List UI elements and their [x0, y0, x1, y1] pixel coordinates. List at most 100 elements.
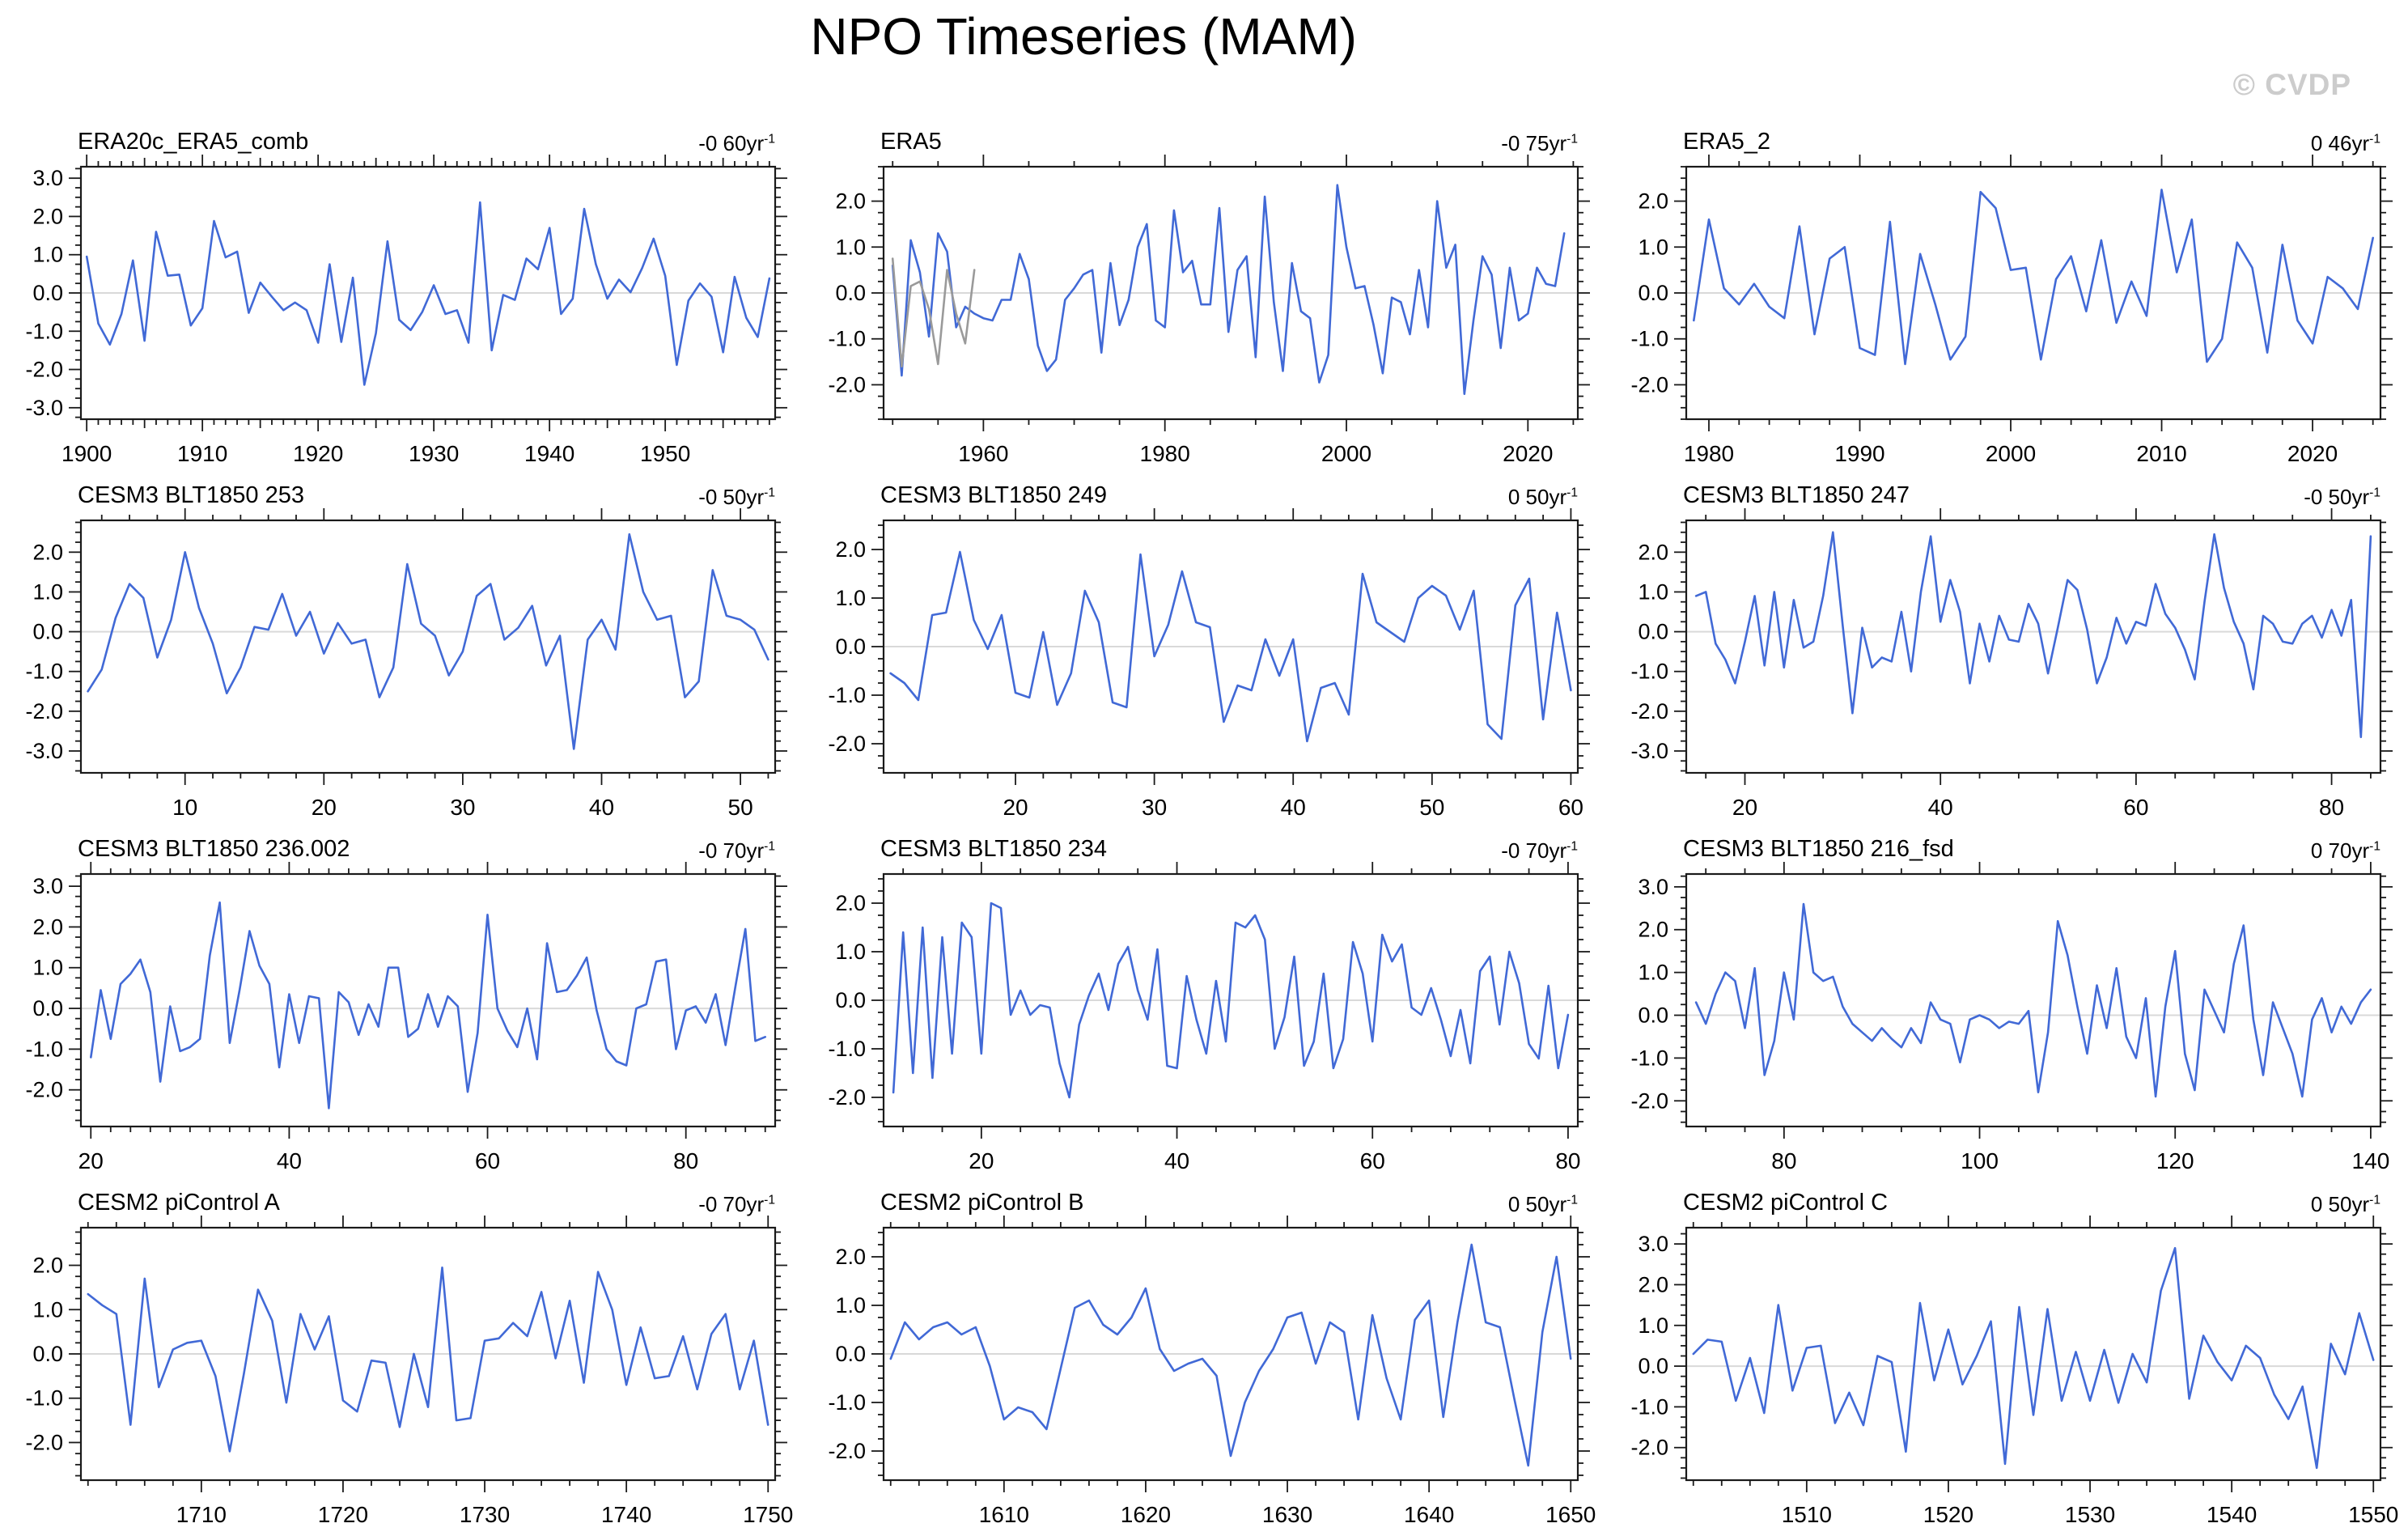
y-tick-label: -2.0 [1630, 699, 1668, 723]
panel-era5: ERA5 -0 75yr-1 1960 1980 2000 2020 -2.0 -1.0 0… [803, 121, 1605, 475]
x-tick-label: 80 [2319, 795, 2344, 820]
y-tick-label: 2.0 [835, 891, 866, 915]
y-tick-label: 1.0 [32, 1297, 63, 1322]
panel-header: CESM3 BLT1850 247 -0 50yr-1 [1605, 475, 2408, 509]
x-tick-label: 2000 [1986, 441, 2036, 466]
panel-header: ERA5 -0 75yr-1 [803, 121, 1605, 155]
y-tick-label: 3.0 [1638, 1232, 1668, 1256]
page-title: NPO Timeseries (MAM) [810, 7, 1357, 66]
x-tick-label: 1730 [460, 1502, 510, 1527]
timeseries-plot: 20 40 60 80 -2.0 -1.0 0.0 1.0 2.0 3.0 [25, 862, 787, 1173]
x-tick-label: 1520 [1923, 1502, 1973, 1527]
y-tick-label: 1.0 [1638, 961, 1668, 985]
series-line [87, 1267, 769, 1453]
panel-title: ERA5 [880, 129, 942, 155]
panel-header: CESM3 BLT1850 216_fsd 0 70yr-1 [1605, 829, 2408, 863]
y-tick-label: -1.0 [1630, 660, 1668, 684]
timeseries-plot: 1960 1980 2000 2020 -2.0 -1.0 0.0 1.0 2.0 [828, 155, 1590, 466]
plot-frame [79, 519, 777, 774]
y-tick-label: -1.0 [25, 660, 63, 684]
x-tick-label: 1610 [979, 1502, 1029, 1527]
timeseries-plot: 1980 1990 2000 2010 2020 -2.0 -1.0 0.0 1.0 2.0 [1630, 155, 2393, 466]
x-tick-label: 40 [1281, 795, 1306, 820]
y-tick-label: 3.0 [32, 166, 63, 190]
plot-frame [1685, 519, 2382, 774]
y-tick-label: 1.0 [32, 956, 63, 980]
x-tick-label: 1900 [61, 441, 112, 466]
series-line [891, 184, 1566, 396]
panel-title: CESM3 BLT1850 247 [1683, 482, 1910, 508]
y-tick-label: 0.0 [835, 281, 866, 305]
y-tick-label: -2.0 [25, 358, 63, 382]
panel-era5-2: ERA5_2 0 46yr-1 1980 1990 2000 2010 2020 -2.0… [1605, 121, 2408, 475]
timeseries-plot: 80 100 120 140 -2.0 -1.0 0.0 1.0 2.0 3.0 [1630, 862, 2393, 1173]
panel-header: ERA5_2 0 46yr-1 [1605, 121, 2408, 155]
y-tick-label: 0.0 [1638, 1003, 1668, 1028]
panel-header: CESM3 BLT1850 234 -0 70yr-1 [803, 829, 1605, 862]
y-tick-label: -3.0 [25, 739, 63, 763]
trend-annotation: -0 50yr-1 [2304, 485, 2380, 509]
y-tick-label: -2.0 [25, 1430, 63, 1454]
panel-title: CESM2 piControl C [1683, 1190, 1889, 1216]
x-tick-label: 1710 [176, 1502, 227, 1527]
x-tick-label: 20 [1732, 795, 1757, 820]
x-tick-label: 80 [1771, 1148, 1796, 1173]
panel-title: ERA20c_ERA5_comb [78, 129, 309, 155]
x-tick-label: 140 [2352, 1148, 2390, 1173]
panel-title: CESM3 BLT1850 249 [880, 482, 1107, 508]
x-tick-label: 1980 [1140, 441, 1190, 466]
x-tick-label: 1550 [2348, 1502, 2398, 1527]
y-tick-label: 2.0 [1638, 1272, 1668, 1296]
panel-cesm2-picontrol-b: CESM2 piControl B 0 50yr-1 1610 1620 1630 1… [803, 1182, 1605, 1536]
trend-annotation: -0 70yr-1 [698, 1192, 775, 1216]
x-tick-label: 2020 [2287, 441, 2338, 466]
panel-title: CESM3 BLT1850 216_fsd [1683, 836, 1954, 862]
y-tick-label: 2.0 [32, 914, 63, 939]
y-tick-label: -2.0 [1630, 1088, 1668, 1113]
trend-annotation: -0 60yr-1 [698, 131, 775, 155]
y-tick-label: 1.0 [835, 586, 866, 610]
x-tick-label: 20 [312, 795, 337, 820]
x-tick-label: 40 [1164, 1148, 1189, 1173]
panel-header: ERA20c_ERA5_comb -0 60yr-1 [0, 121, 803, 155]
y-tick-label: 2.0 [1638, 918, 1668, 942]
x-tick-label: 60 [2123, 795, 2148, 820]
panel-cesm3-blt1850-236-002: CESM3 BLT1850 236.002 -0 70yr-1 20 40 60 80… [0, 829, 803, 1182]
panel-cesm2-picontrol-c: CESM2 piControl C 0 50yr-1 1510 1520 1530 1… [1605, 1182, 2408, 1536]
x-tick-label: 1960 [958, 441, 1008, 466]
timeseries-plot: 1710 1720 1730 1740 1750 -2.0 -1.0 0.0 1.0 2.0 [25, 1216, 793, 1527]
y-tick-label: 2.0 [32, 1254, 63, 1278]
y-tick-label: 0.0 [835, 988, 866, 1012]
trend-annotation: 0 70yr-1 [2310, 838, 2380, 863]
y-tick-label: 0.0 [32, 996, 63, 1020]
timeseries-plot: 1900 1910 1920 1930 1940 1950 -3.0 -2.0 -1.0 0.0 1… [25, 155, 787, 466]
y-tick-label: 1.0 [1638, 579, 1668, 604]
y-tick-label: 2.0 [32, 540, 63, 564]
series-line [889, 550, 1572, 743]
timeseries-plot: 20 30 40 50 60 -2.0 -1.0 0.0 1.0 2.0 [828, 508, 1590, 820]
timeseries-plot: 20 40 60 80 -3.0 -2.0 -1.0 0.0 1.0 2.0 [1630, 508, 2393, 820]
x-tick-label: 10 [172, 795, 197, 820]
x-tick-label: 40 [1928, 795, 1953, 820]
series-line [85, 201, 771, 386]
y-tick-label: 1.0 [835, 235, 866, 259]
x-tick-label: 1620 [1121, 1502, 1171, 1527]
x-tick-label: 20 [1003, 795, 1028, 820]
timeseries-plot: 1510 1520 1530 1540 1550 -2.0 -1.0 0.0 1.0 2.0 3.0 [1630, 1216, 2398, 1527]
y-tick-label: 1.0 [1638, 1313, 1668, 1338]
y-tick-label: -2.0 [25, 1078, 63, 1102]
y-tick-label: 2.0 [1638, 540, 1668, 564]
y-tick-label: 0.0 [32, 1342, 63, 1366]
x-tick-label: 50 [728, 795, 753, 820]
y-tick-label: -1.0 [828, 1390, 866, 1415]
x-tick-label: 2000 [1321, 441, 1371, 466]
panel-cesm3-blt1850-253: CESM3 BLT1850 253 -0 50yr-1 10 20 30 40 50 -3… [0, 475, 803, 829]
x-tick-label: 30 [1142, 795, 1167, 820]
panel-title: CESM3 BLT1850 236.002 [78, 836, 350, 862]
x-tick-label: 1980 [1684, 441, 1734, 466]
panel-cesm3-blt1850-234: CESM3 BLT1850 234 -0 70yr-1 20 40 60 80 -2.0… [803, 829, 1605, 1182]
x-tick-label: 60 [475, 1148, 500, 1173]
trend-annotation: 0 50yr-1 [1507, 1192, 1578, 1216]
y-tick-label: -1.0 [1630, 1394, 1668, 1419]
y-tick-label: -1.0 [25, 1386, 63, 1411]
